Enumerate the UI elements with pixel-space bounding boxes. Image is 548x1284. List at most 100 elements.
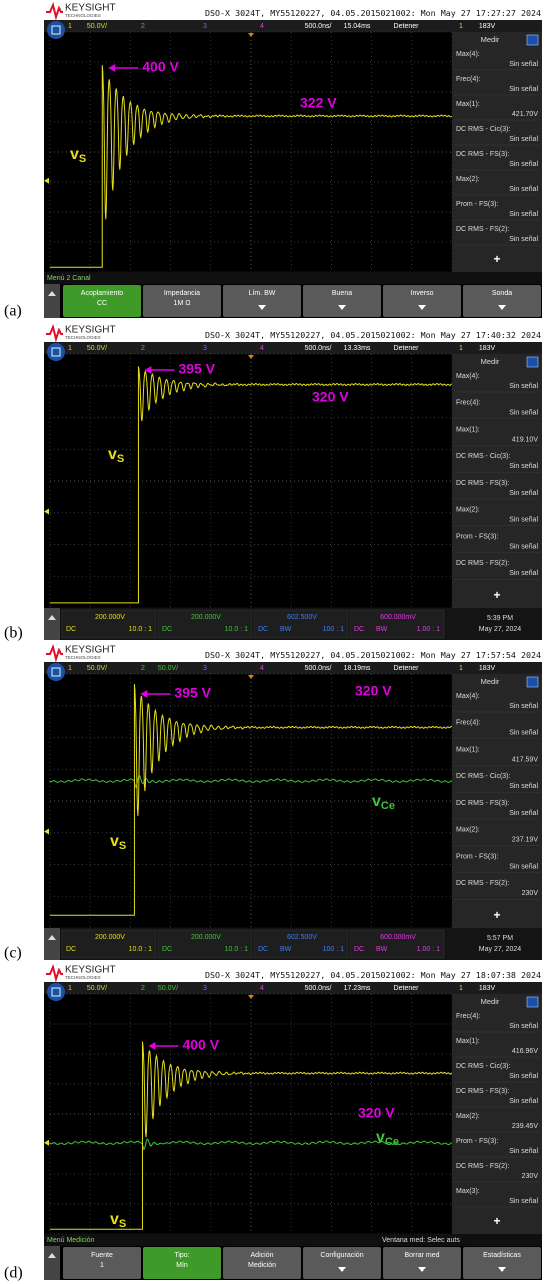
run-status: Detener	[394, 985, 420, 992]
clock-time: 5:57 PM	[487, 935, 513, 942]
channel-setting: 4	[260, 665, 264, 672]
logo-icon	[46, 327, 63, 339]
measure-value: Sin señal	[509, 410, 538, 417]
softkey-text: Sonda	[492, 290, 512, 297]
measure-label: Max(4):	[456, 373, 480, 380]
channel-detail: BW	[376, 946, 388, 953]
channel-detail: 100 : 1	[323, 946, 345, 953]
footer-back[interactable]	[44, 608, 60, 640]
measure-label: Max(3):	[456, 1188, 480, 1195]
channel-scale: 602.500V	[287, 614, 317, 621]
measure-value: Sin señal	[509, 863, 538, 870]
measure-value: 419.10V	[512, 436, 538, 443]
measure-value: 421.70V	[512, 111, 538, 118]
footer-back[interactable]	[44, 1246, 60, 1280]
measure-label: DC RMS - FS(2):	[456, 1163, 509, 1170]
clock-time: 5:39 PM	[487, 615, 513, 622]
softkey-text: Borrar med	[404, 1252, 439, 1259]
channel-setting: 4	[260, 345, 264, 352]
channel-setting: 50.0V/	[158, 985, 178, 992]
timebase-delay: 15.04ms	[344, 23, 371, 30]
softkey-text: Mín	[176, 1262, 188, 1269]
measure-value: Sin señal	[509, 383, 538, 390]
sidebar-button[interactable]	[527, 35, 538, 45]
footer-back[interactable]	[44, 284, 60, 318]
channel-detail: BW	[280, 946, 292, 953]
channel-detail: DC	[66, 946, 76, 953]
sidebar-plus: +	[493, 588, 500, 602]
measure-value: Sin señal	[509, 517, 538, 524]
measure-value: Sin señal	[509, 186, 538, 193]
peak-label: 400 V	[182, 1037, 219, 1053]
peak-label: 395 V	[174, 685, 211, 701]
channel-setting: 1	[68, 665, 72, 672]
softkey-text: Inverso	[411, 290, 434, 297]
measure-value: Sin señal	[509, 783, 538, 790]
label-sub: S	[119, 840, 126, 852]
measure-value: Sin señal	[509, 810, 538, 817]
measure-label: DC RMS - FS(2):	[456, 226, 509, 233]
measure-value: Sin señal	[509, 463, 538, 470]
logo-brand: KEYSIGHT	[65, 3, 116, 14]
channel-setting: 3	[203, 665, 207, 672]
measure-label: Max(1):	[456, 746, 480, 753]
channel-detail: 10.0 : 1	[225, 946, 248, 953]
channel-detail: DC	[258, 626, 268, 633]
measure-label: DC RMS - FS(3):	[456, 800, 509, 807]
measure-label: DC RMS - Cic(3):	[456, 453, 510, 460]
measure-label: Prom - FS(3):	[456, 853, 498, 860]
channel-setting: 2	[141, 23, 145, 30]
timebase-scale: 500.0ns/	[305, 985, 332, 992]
channel-detail: BW	[376, 626, 388, 633]
steady-label: 322 V	[300, 95, 337, 111]
softkey-text: CC	[97, 300, 107, 307]
figure: (a)KEYSIGHTTECHNOLOGIESDSO-X 3024T, MY55…	[0, 0, 548, 1284]
sidebar-button[interactable]	[527, 357, 538, 367]
measure-label: Max(1):	[456, 426, 480, 433]
channel-setting: 50.0V/	[87, 985, 107, 992]
measure-value: 239.45V	[512, 1123, 538, 1130]
channel-scale: 200.000V	[95, 614, 125, 621]
sidebar-plus: +	[493, 1214, 500, 1228]
channel-setting: 50.0V/	[87, 665, 107, 672]
measure-value: Sin señal	[509, 1098, 538, 1105]
timebase-scale: 500.0ns/	[305, 23, 332, 30]
menu-strip	[44, 1234, 542, 1246]
label-main: v	[108, 446, 117, 463]
sidebar-title: Medir	[481, 997, 500, 1006]
steady-label: 320 V	[312, 389, 349, 405]
trigger-source: 1	[459, 665, 463, 672]
measure-label: Frec(4):	[456, 76, 481, 83]
measure-value: 230V	[522, 890, 539, 897]
sidebar-plus: +	[493, 252, 500, 266]
label-main: v	[376, 1129, 385, 1146]
channel-setting: 3	[203, 985, 207, 992]
channel-setting: 3	[203, 345, 207, 352]
softkey-text: Acoplamiento	[81, 290, 124, 297]
measure-value: Sin señal	[509, 61, 538, 68]
measure-label: DC RMS - FS(3):	[456, 151, 509, 158]
menu-right: Ventana med: Selec auts	[382, 1237, 460, 1244]
softkey-text: 1M Ω	[174, 300, 191, 307]
channel-bar	[44, 982, 542, 994]
page: {"panels": [ {"label": "(a)", "logo": {"…	[0, 0, 548, 1284]
channel-setting: 1	[68, 345, 72, 352]
channel-detail: DC	[162, 626, 172, 633]
trigger-source: 1	[459, 23, 463, 30]
channel-detail: DC	[258, 946, 268, 953]
sidebar-button[interactable]	[527, 997, 538, 1007]
measure-label: DC RMS - Cic(3):	[456, 773, 510, 780]
footer-back[interactable]	[44, 928, 60, 960]
channel-setting: 50.0V/	[87, 23, 107, 30]
measure-value: Sin señal	[509, 236, 538, 243]
channel-setting: 2	[141, 345, 145, 352]
measure-value: Sin señal	[509, 730, 538, 737]
channel-scale: 200.000V	[191, 614, 221, 621]
measure-value: Sin señal	[509, 1023, 538, 1030]
measure-label: DC RMS - FS(3):	[456, 1088, 509, 1095]
channel-setting: 2	[141, 985, 145, 992]
softkey-text: Tipo:	[174, 1252, 189, 1259]
logo-sub: TECHNOLOGIES	[65, 655, 101, 660]
sidebar-button[interactable]	[527, 677, 538, 687]
measure-label: Frec(4):	[456, 1013, 481, 1020]
